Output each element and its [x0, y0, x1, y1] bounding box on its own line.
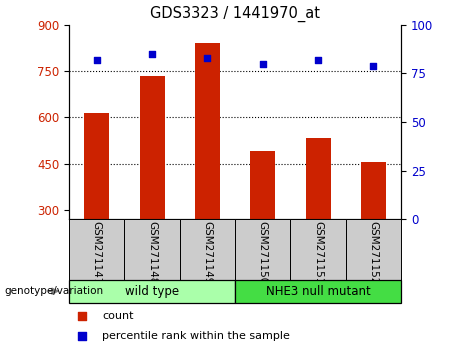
- Point: [93, 57, 100, 63]
- Point: [79, 313, 86, 318]
- Text: GSM271147: GSM271147: [92, 221, 102, 285]
- Text: NHE3 null mutant: NHE3 null mutant: [266, 285, 371, 298]
- Bar: [250, 152, 275, 219]
- Point: [148, 51, 156, 57]
- Text: count: count: [102, 310, 134, 321]
- Title: GDS3323 / 1441970_at: GDS3323 / 1441970_at: [150, 6, 320, 22]
- Bar: [84, 113, 109, 219]
- Bar: [290, 219, 346, 280]
- Point: [370, 63, 377, 68]
- Text: percentile rank within the sample: percentile rank within the sample: [102, 331, 290, 341]
- Text: GSM271149: GSM271149: [202, 221, 213, 285]
- Text: GSM271150: GSM271150: [258, 221, 268, 285]
- Bar: [140, 76, 165, 219]
- Point: [204, 55, 211, 61]
- Text: GSM271151: GSM271151: [313, 221, 323, 285]
- Point: [79, 333, 86, 339]
- Bar: [346, 219, 401, 280]
- Bar: [124, 219, 180, 280]
- Point: [259, 61, 266, 67]
- Bar: [306, 138, 331, 219]
- Bar: [180, 219, 235, 280]
- Bar: [69, 219, 124, 280]
- Point: [314, 57, 322, 63]
- Text: GSM271148: GSM271148: [147, 221, 157, 285]
- Bar: [361, 162, 386, 219]
- Bar: [69, 280, 235, 303]
- Bar: [235, 280, 401, 303]
- Bar: [235, 219, 290, 280]
- Text: GSM271152: GSM271152: [368, 221, 378, 285]
- Text: wild type: wild type: [125, 285, 179, 298]
- Bar: [195, 43, 220, 219]
- Text: genotype/variation: genotype/variation: [5, 286, 104, 296]
